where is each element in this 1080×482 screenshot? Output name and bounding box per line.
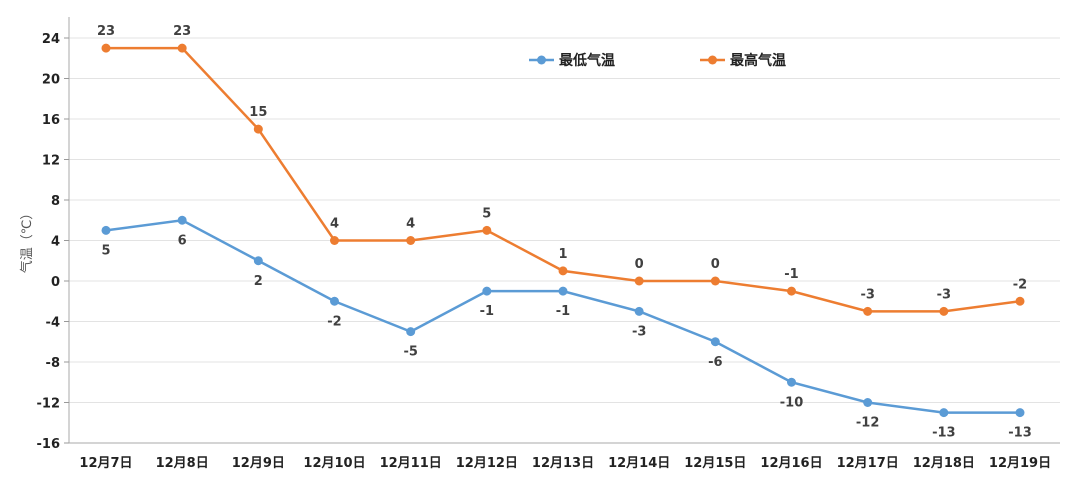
data-point <box>634 276 644 286</box>
series-group: 5 6 2 -2 -5 -1 -1 -3 -6 -10 -12 -13 -13 23 23 15 4 4 5 1 0 0 -… <box>97 24 1032 441</box>
x-tick-label: 12月10日 <box>303 456 365 471</box>
x-tick-label: 12月11日 <box>380 456 442 471</box>
data-label: -13 <box>1008 426 1032 441</box>
x-tick-label: 12月17日 <box>837 456 899 471</box>
data-point <box>710 337 720 347</box>
data-point <box>1015 408 1025 418</box>
x-axis-ticks: 12月7日 12月8日 12月9日 12月10日 12月11日 12月12日 12月13日 1… <box>79 456 1051 471</box>
x-tick-label: 12月18日 <box>913 456 975 471</box>
x-tick-label: 12月13日 <box>532 456 594 471</box>
data-point <box>558 266 568 276</box>
legend-marker <box>708 55 717 65</box>
y-axis-ticks: 24 20 16 12 8 4 0 -4 -8 -12 -16 <box>37 32 69 452</box>
data-label: 23 <box>97 24 115 39</box>
data-point <box>101 225 111 235</box>
x-tick-label: 12月8日 <box>156 456 209 471</box>
data-label: -6 <box>708 355 722 370</box>
x-tick-label: 12月19日 <box>989 456 1051 471</box>
y-tick-label: 20 <box>42 73 60 88</box>
data-label: 4 <box>330 217 339 232</box>
series-min-temp: 562-2-5-1 -1-3-6-10-12-13 -13 <box>101 215 1032 441</box>
data-label: -1 <box>784 267 798 282</box>
y-axis-label: 气温（℃） <box>19 207 35 274</box>
data-label: -3 <box>937 287 951 302</box>
data-label: 0 <box>635 257 644 272</box>
data-label: -2 <box>327 314 341 329</box>
y-tick-label: 4 <box>51 235 60 250</box>
data-label: 6 <box>178 233 187 248</box>
data-point <box>406 327 416 337</box>
data-label: -13 <box>932 426 956 441</box>
x-tick-label: 12月9日 <box>232 456 285 471</box>
data-label: 1 <box>558 247 567 262</box>
data-point <box>787 286 796 296</box>
data-point <box>939 306 949 316</box>
y-tick-label: -12 <box>37 397 61 412</box>
x-tick-label: 12月14日 <box>608 456 670 471</box>
data-point <box>1015 296 1025 306</box>
data-point <box>863 398 873 407</box>
data-label: -2 <box>1013 277 1027 292</box>
data-label: 4 <box>406 217 415 232</box>
y-tick-label: 12 <box>42 154 60 169</box>
legend-label: 最高气温 <box>730 52 786 69</box>
data-label: -1 <box>556 304 570 319</box>
data-label: -3 <box>860 287 874 302</box>
data-point <box>330 296 339 306</box>
data-label: -5 <box>403 345 417 360</box>
y-tick-label: 8 <box>51 194 60 209</box>
data-label: 2 <box>254 274 263 289</box>
legend-item: 最高气温 <box>700 52 786 69</box>
data-point <box>787 377 796 387</box>
x-tick-label: 12月15日 <box>684 456 746 471</box>
data-label: 0 <box>711 257 720 272</box>
data-label: 23 <box>173 24 191 39</box>
data-point <box>177 43 187 53</box>
data-label: 15 <box>249 105 267 120</box>
data-point <box>482 225 492 235</box>
x-tick-label: 12月16日 <box>760 456 822 471</box>
y-tick-label: 24 <box>42 32 60 47</box>
data-label: 5 <box>482 206 491 221</box>
data-point <box>939 408 949 418</box>
data-point <box>101 43 111 53</box>
data-label: -1 <box>480 304 494 319</box>
data-point <box>330 236 339 245</box>
data-point <box>406 236 416 245</box>
x-tick-label: 12月12日 <box>456 456 518 471</box>
y-tick-label: -8 <box>46 356 60 371</box>
data-point <box>253 124 263 134</box>
legend-marker <box>537 55 546 65</box>
data-point <box>710 276 720 286</box>
data-label: 5 <box>101 243 110 258</box>
y-tick-label: -4 <box>46 316 60 331</box>
y-tick-label: -16 <box>37 437 61 452</box>
y-tick-label: 16 <box>42 113 60 128</box>
data-point <box>634 306 644 316</box>
data-point <box>177 215 187 225</box>
data-point <box>863 306 873 316</box>
data-label: -10 <box>780 395 804 410</box>
series-max-temp: 23 23 15 4 4 5 1 0 0 -1 -3 -3 -2 <box>97 24 1027 316</box>
gridlines <box>69 37 1060 403</box>
legend-label: 最低气温 <box>559 52 615 69</box>
data-point <box>558 286 568 296</box>
data-point <box>253 256 263 266</box>
axes <box>68 17 1060 444</box>
legend: 最低气温 最高气温 <box>529 52 786 69</box>
data-point <box>482 286 492 296</box>
x-tick-label: 12月7日 <box>79 456 132 471</box>
legend-item: 最低气温 <box>529 52 615 69</box>
data-label: -12 <box>856 416 880 431</box>
data-label: -3 <box>632 324 646 339</box>
y-tick-label: 0 <box>51 275 60 290</box>
